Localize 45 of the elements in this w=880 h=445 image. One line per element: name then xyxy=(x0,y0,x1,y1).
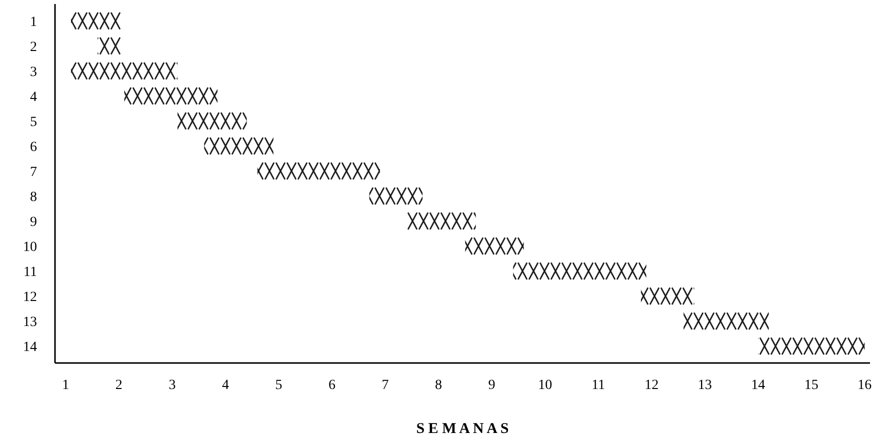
bar xyxy=(204,136,274,156)
bar xyxy=(640,286,694,306)
x-tick-label: 9 xyxy=(488,378,496,393)
bar xyxy=(369,186,423,206)
y-tick-label: 1 xyxy=(30,14,37,30)
x-tick-label: 3 xyxy=(168,378,176,393)
x-tick-label: 4 xyxy=(222,378,229,393)
x-tick-label: 8 xyxy=(435,378,442,393)
bar xyxy=(70,62,178,80)
bar xyxy=(684,312,769,330)
y-tick-label: 3 xyxy=(30,64,37,80)
y-tick-label: 11 xyxy=(24,264,37,280)
x-tick-label: 1 xyxy=(62,378,70,393)
y-tick-label: 6 xyxy=(30,140,37,155)
bar xyxy=(465,236,524,256)
y-tick-label: 14 xyxy=(23,340,37,356)
y-tick-label: 7 xyxy=(30,164,37,180)
bar xyxy=(758,336,865,356)
x-tick-label: 11 xyxy=(592,378,606,393)
y-tick-label: 12 xyxy=(23,290,37,305)
x-axis-title: S E M A N A S xyxy=(416,421,509,437)
x-tick-label: 16 xyxy=(858,378,872,393)
bar xyxy=(70,12,122,30)
y-tick-label: 8 xyxy=(30,190,37,205)
y-tick-label: 2 xyxy=(30,40,37,55)
bar xyxy=(257,162,380,180)
y-tick-label: 10 xyxy=(23,240,37,255)
y-tick-label: 9 xyxy=(30,214,37,230)
bar xyxy=(513,262,646,280)
x-tick-label: 13 xyxy=(698,378,712,393)
x-tick-label: 6 xyxy=(328,378,336,393)
bar xyxy=(98,36,122,56)
x-tick-label: 7 xyxy=(382,378,389,393)
bar xyxy=(406,212,476,230)
y-tick-label: 13 xyxy=(23,314,37,330)
x-tick-label: 2 xyxy=(115,378,122,393)
bar xyxy=(178,112,247,130)
x-tick-label: 5 xyxy=(275,378,282,393)
x-tick-label: 14 xyxy=(751,378,766,393)
x-tick-label: 15 xyxy=(804,378,818,393)
bar xyxy=(124,86,218,106)
x-tick-label: 12 xyxy=(644,378,659,393)
y-tick-label: 4 xyxy=(30,90,37,105)
x-tick-label: 10 xyxy=(538,378,552,393)
y-tick-label: 5 xyxy=(30,114,37,130)
